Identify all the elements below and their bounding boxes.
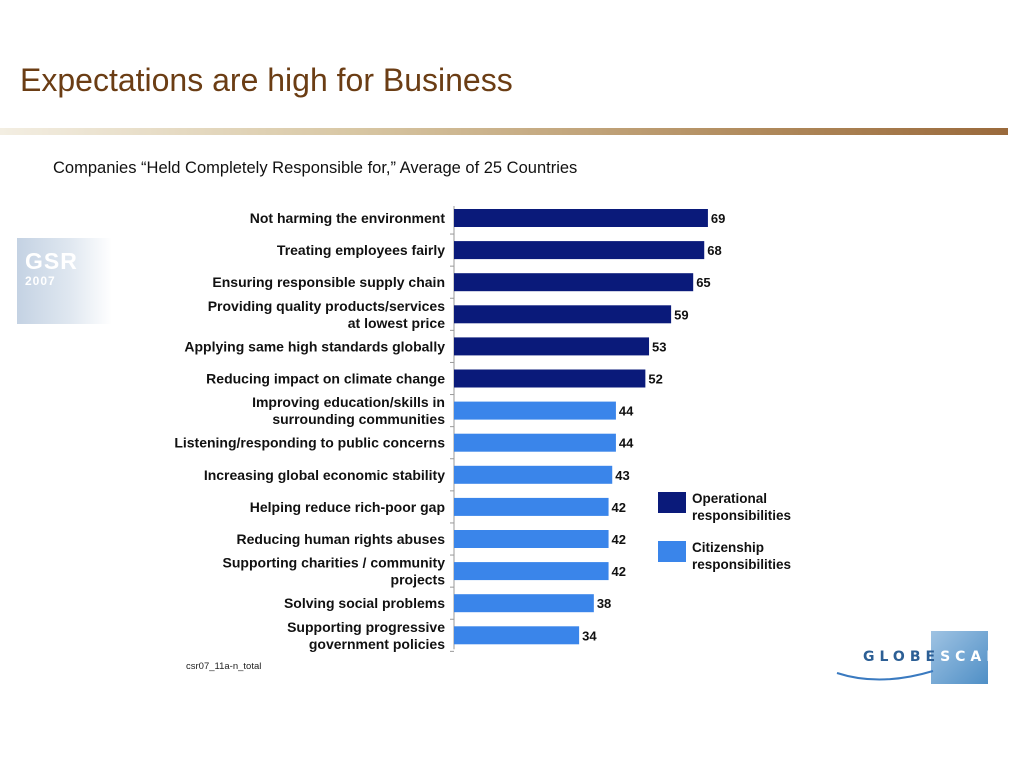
data-label: 42 <box>612 500 626 515</box>
category-label: surrounding communities <box>272 411 445 427</box>
legend-swatch <box>658 541 686 562</box>
bar <box>454 562 609 581</box>
category-label: at lowest price <box>348 315 445 331</box>
data-label: 34 <box>582 628 597 643</box>
data-label: 59 <box>674 307 688 322</box>
chart-subtitle: Companies “Held Completely Responsible f… <box>53 159 578 177</box>
bar <box>454 209 708 227</box>
legend-label: Citizenship <box>692 540 764 555</box>
bar <box>454 530 609 548</box>
category-label: Supporting charities / community <box>223 555 446 571</box>
category-label: Solving social problems <box>284 595 445 611</box>
gsr-logo-text: GSR <box>25 248 78 274</box>
category-label: Increasing global economic stability <box>204 467 445 483</box>
legend-label: Operational <box>692 491 767 506</box>
data-label: 42 <box>612 564 626 579</box>
category-label: Not harming the environment <box>250 210 446 226</box>
bar <box>454 433 616 452</box>
category-label: Applying same high standards globally <box>184 338 445 354</box>
category-label: Ensuring responsible supply chain <box>212 274 445 290</box>
gsr-logo: GSR 2007 <box>17 238 112 324</box>
data-label: 42 <box>612 532 626 547</box>
category-label: Supporting progressive <box>287 619 445 635</box>
bar <box>454 369 646 388</box>
bar <box>454 273 694 292</box>
category-label: Reducing impact on climate change <box>206 371 445 387</box>
bar <box>454 401 616 420</box>
data-label: 44 <box>619 436 634 451</box>
bar <box>454 626 580 645</box>
page-title: Expectations are high for Business <box>20 62 513 98</box>
category-label: Reducing human rights abuses <box>237 531 446 547</box>
legend-label: responsibilities <box>692 508 791 523</box>
globescan-logo-box <box>931 631 988 684</box>
data-label: 69 <box>711 211 725 226</box>
category-label: Listening/responding to public concerns <box>174 435 445 451</box>
bar <box>454 465 613 484</box>
bar <box>454 337 650 356</box>
gsr-logo-year: 2007 <box>25 274 56 288</box>
title-divider <box>0 128 1008 135</box>
bar <box>454 241 705 260</box>
bar <box>454 497 609 516</box>
legend-swatch <box>658 492 686 513</box>
category-label: Improving education/skills in <box>252 394 445 410</box>
category-label: Providing quality products/services <box>208 298 446 314</box>
data-label: 44 <box>619 404 634 419</box>
globescan-swoosh-icon <box>836 670 934 681</box>
category-label: projects <box>391 572 446 588</box>
bar <box>454 305 672 324</box>
legend-label: responsibilities <box>692 557 791 572</box>
category-label: Helping reduce rich-poor gap <box>250 499 445 515</box>
globescan-logo-text: GLOBESCAN <box>863 649 1003 665</box>
data-label: 43 <box>615 468 629 483</box>
globescan-logo: GLOBESCAN <box>835 631 998 685</box>
category-label: government policies <box>309 636 445 652</box>
source-note: csr07_11a-n_total <box>186 661 262 672</box>
data-label: 52 <box>648 372 662 387</box>
data-label: 38 <box>597 596 611 611</box>
bar <box>454 594 594 613</box>
category-label: Treating employees fairly <box>277 242 445 258</box>
data-label: 53 <box>652 339 666 354</box>
data-label: 65 <box>696 275 710 290</box>
data-label: 68 <box>707 243 721 258</box>
